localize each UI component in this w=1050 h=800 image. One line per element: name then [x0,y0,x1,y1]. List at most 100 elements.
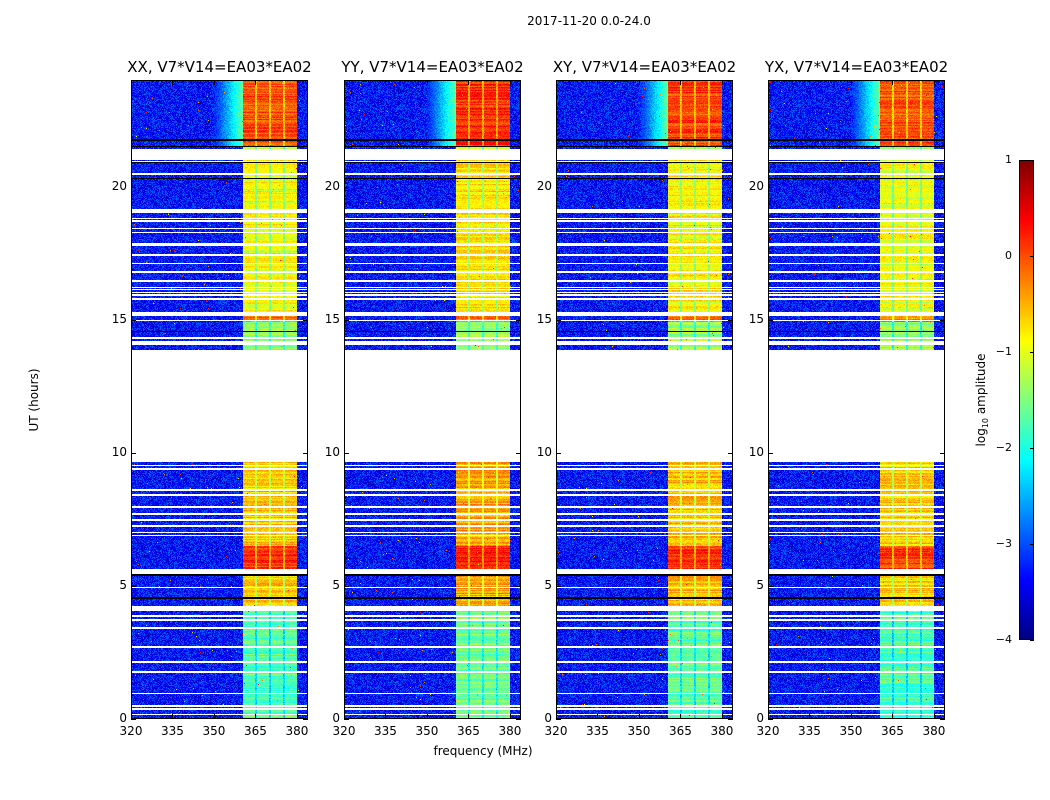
x-tick-label: 350 [627,724,651,738]
y-tick-mark [516,186,521,188]
x-tick-mark [556,714,557,719]
panel-title: XX, V7*V14=EA03*EA02 [127,58,312,76]
x-axis-label: frequency (MHz) [433,744,533,758]
x-tick-mark [344,80,345,85]
y-tick-label: 0 [119,711,127,725]
colorbar-tick-mark [1030,640,1034,641]
y-tick-label: 5 [332,577,340,592]
y-tick-label: 15 [748,311,764,326]
panel-title: YY, V7*V14=EA03*EA02 [341,58,524,76]
y-tick-mark [728,719,733,720]
y-tick-mark [728,186,733,188]
x-tick-label: 350 [202,724,226,738]
spectrogram-image [344,80,521,719]
x-tick-mark [680,80,682,85]
x-tick-mark [255,80,257,85]
y-tick-label: 20 [111,178,127,193]
panel-4: YX, V7*V14=EA03*EA02 320 335 350 365 380 0 5 10 1… [749,58,948,738]
x-tick-mark [385,714,387,719]
y-tick-mark [556,719,561,720]
colorbar-gradient [1019,160,1034,640]
spectrogram-image [131,80,308,719]
x-tick-label: 335 [161,724,184,738]
x-tick-mark [172,80,174,85]
x-tick-label: 350 [839,724,863,738]
y-tick-mark [303,319,308,321]
x-tick-label: 365 [669,724,692,738]
y-tick-mark [344,319,349,321]
x-tick-mark [933,80,935,85]
x-tick-mark [255,714,257,719]
x-tick-mark [426,80,428,85]
y-tick-mark [556,186,561,188]
y-tick-mark [303,452,308,454]
y-tick-mark [131,319,136,321]
colorbar-tick-mark [1030,544,1034,545]
colorbar-tick-label: −1 [995,345,1012,358]
y-tick-label: 15 [111,311,127,326]
x-tick-mark [892,80,894,85]
y-tick-label: 10 [748,444,764,459]
x-tick-mark [638,80,640,85]
x-tick-label: 365 [457,724,480,738]
y-tick-mark [728,452,733,454]
x-tick-label: 380 [498,724,522,738]
x-tick-mark [344,714,345,719]
y-tick-mark [516,719,521,720]
y-tick-mark [556,585,561,587]
y-tick-mark [768,319,773,321]
colorbar-label-sub: 10 [981,417,991,429]
x-tick-mark [556,80,557,85]
y-tick-mark [940,186,945,188]
y-tick-label: 0 [756,711,764,725]
x-tick-label: 350 [415,724,439,738]
y-tick-mark [303,186,308,188]
x-tick-label: 320 [332,724,356,738]
x-tick-label: 380 [285,724,309,738]
y-tick-label: 20 [536,178,552,193]
colorbar-label-rest: amplitude [973,353,988,418]
y-tick-mark [131,452,136,454]
colorbar-tick-label: 0 [1005,249,1012,262]
x-tick-mark [809,714,811,719]
x-tick-mark [172,714,174,719]
y-tick-mark [940,719,945,720]
y-tick-mark [131,719,136,720]
y-tick-mark [516,585,521,587]
y-tick-label: 5 [544,577,552,592]
x-tick-label: 335 [586,724,609,738]
x-tick-label: 335 [798,724,821,738]
y-tick-mark [344,186,349,188]
colorbar-tick-mark [1030,352,1034,353]
x-tick-label: 365 [881,724,904,738]
panel-title: XY, V7*V14=EA03*EA02 [552,58,737,76]
y-tick-mark [516,452,521,454]
y-tick-mark [303,719,308,720]
y-tick-mark [768,186,773,188]
x-tick-mark [768,80,769,85]
spectrogram-image [556,80,733,719]
spectrogram-image [768,80,945,719]
figure-title: 2017-11-20 0.0-24.0 [527,14,651,28]
colorbar: 1 0 −1 −2 −3 −4 [996,153,1034,646]
y-tick-label: 10 [324,444,340,459]
x-tick-mark [296,714,298,719]
x-tick-mark [385,80,387,85]
x-tick-mark [892,714,894,719]
y-tick-mark [728,319,733,321]
y-tick-mark [344,719,349,720]
y-tick-label: 10 [111,444,127,459]
x-tick-label: 380 [710,724,734,738]
y-tick-mark [940,319,945,321]
x-tick-mark [933,714,935,719]
y-tick-mark [768,452,773,454]
x-tick-mark [680,714,682,719]
y-tick-label: 20 [748,178,764,193]
y-tick-label: 0 [544,711,552,725]
x-tick-mark [509,714,511,719]
y-axis-label: UT (hours) [27,368,41,432]
panel-title: YX, V7*V14=EA03*EA02 [764,58,949,76]
x-tick-label: 380 [922,724,946,738]
x-tick-label: 320 [544,724,568,738]
colorbar-tick-mark [1030,256,1034,257]
